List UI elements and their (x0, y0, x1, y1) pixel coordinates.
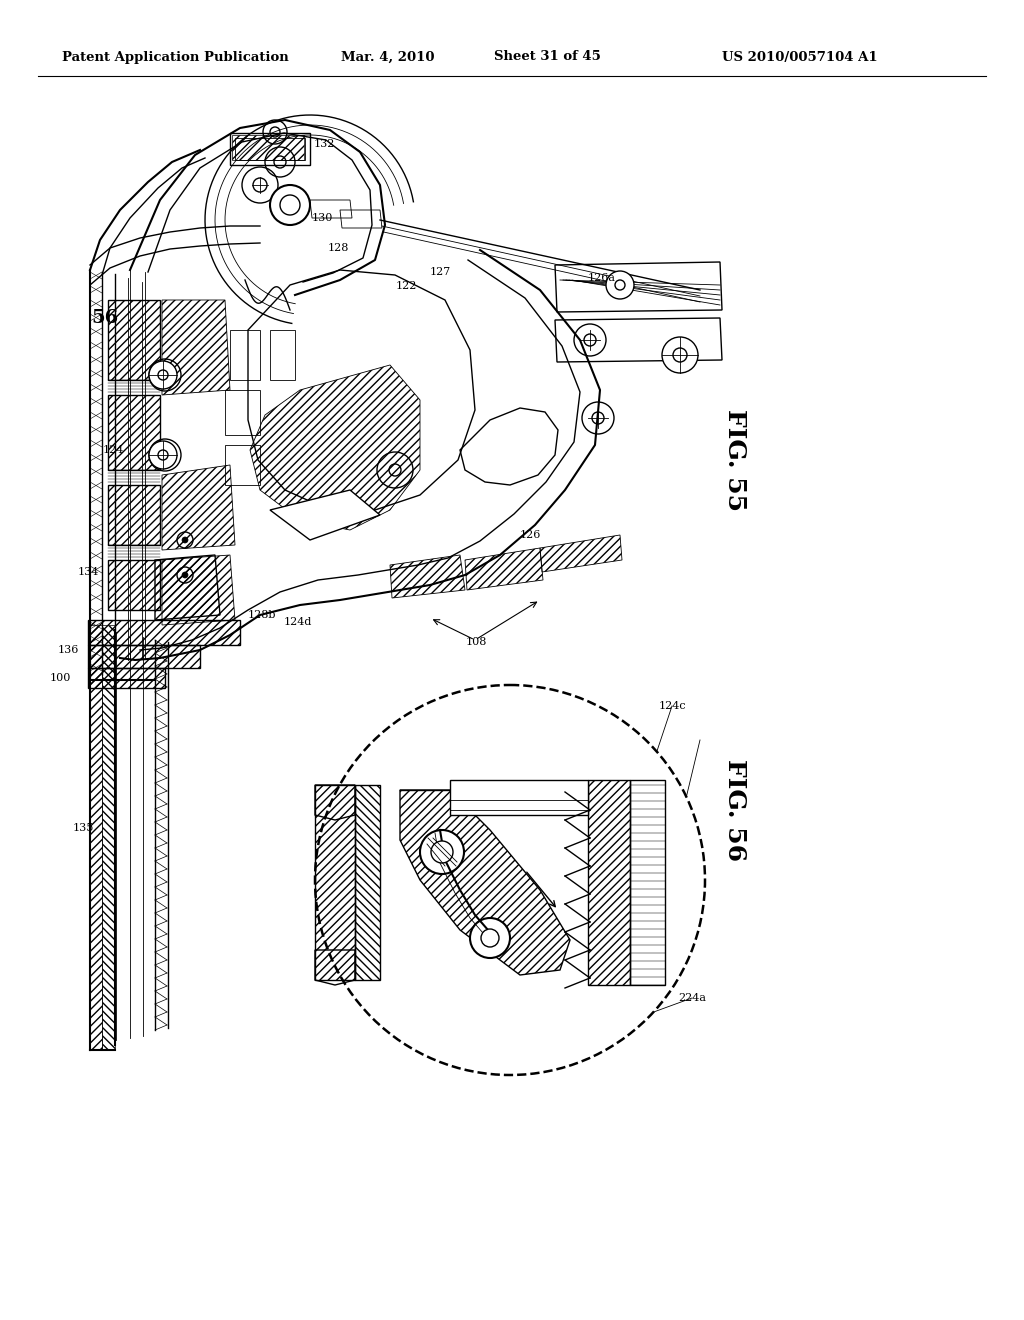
Text: 136: 136 (57, 645, 79, 655)
Circle shape (150, 360, 177, 389)
Text: 124a: 124a (418, 1023, 446, 1034)
Polygon shape (230, 330, 260, 380)
Circle shape (270, 185, 310, 224)
Circle shape (662, 337, 698, 374)
Bar (232, 135, 304, 160)
Polygon shape (270, 330, 295, 380)
Text: 224: 224 (337, 964, 358, 973)
Text: 126: 126 (519, 531, 541, 540)
Text: 56: 56 (91, 309, 119, 327)
Circle shape (315, 685, 705, 1074)
Text: 124d: 124d (284, 616, 312, 627)
Polygon shape (225, 389, 260, 436)
Text: 134: 134 (78, 568, 98, 577)
Circle shape (420, 830, 464, 874)
Text: 128: 128 (328, 243, 349, 253)
Circle shape (481, 929, 499, 946)
Text: 224a: 224a (678, 993, 706, 1003)
Text: FIG. 56: FIG. 56 (723, 759, 746, 861)
Circle shape (470, 917, 510, 958)
Text: 132: 132 (313, 139, 335, 149)
Circle shape (182, 572, 188, 578)
Polygon shape (450, 780, 588, 814)
Text: 130: 130 (311, 213, 333, 223)
Text: Sheet 31 of 45: Sheet 31 of 45 (494, 50, 600, 63)
Text: 100: 100 (49, 673, 71, 682)
Text: US 2010/0057104 A1: US 2010/0057104 A1 (722, 50, 878, 63)
Circle shape (431, 841, 453, 863)
Text: 124: 124 (102, 445, 124, 455)
Polygon shape (270, 490, 380, 540)
Polygon shape (225, 445, 260, 484)
Text: 108: 108 (465, 638, 486, 647)
Text: 128b: 128b (248, 610, 276, 620)
Text: FIG. 55: FIG. 55 (723, 409, 746, 511)
Circle shape (606, 271, 634, 300)
Circle shape (150, 441, 177, 469)
Text: 135: 135 (73, 822, 93, 833)
Text: 126a: 126a (588, 273, 616, 282)
Text: 127: 127 (429, 267, 451, 277)
Text: 124c: 124c (658, 701, 686, 711)
Text: 122: 122 (395, 281, 417, 290)
Text: Mar. 4, 2010: Mar. 4, 2010 (341, 50, 435, 63)
Text: Patent Application Publication: Patent Application Publication (61, 50, 289, 63)
Circle shape (182, 537, 188, 543)
